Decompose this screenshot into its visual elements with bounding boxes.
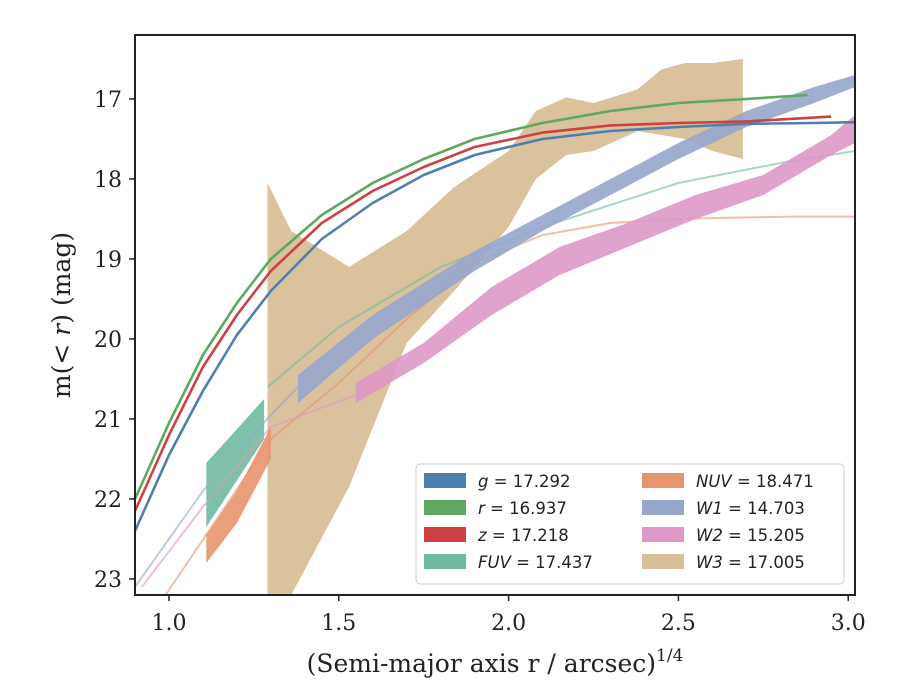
x-axis-title: (Semi-major axis r / arcsec)1/4	[307, 646, 684, 678]
series-w2	[141, 115, 855, 588]
legend: g = 17.292 r = 16.937 z = 17.218 FUV = 17.4…	[415, 463, 845, 585]
legend-label: z = 17.218	[477, 526, 569, 545]
x-axis-title-power: 1/4	[656, 646, 683, 666]
legend-swatch	[642, 473, 684, 488]
y-tick-label: 18	[94, 168, 122, 193]
legend-item-fuv: FUV = 17.437	[424, 553, 593, 572]
legend-item-z: z = 17.218	[424, 526, 569, 545]
x-tick-label: 1.5	[321, 611, 356, 636]
x-tick-label: 2.5	[661, 611, 696, 636]
y-tick-label: 20	[94, 328, 122, 353]
y-tick-label: 19	[94, 248, 122, 273]
x-axis-title-text: (Semi-major axis r / arcsec)	[307, 649, 656, 678]
y-axis-title-prefix: m(	[47, 365, 76, 398]
x-tick-label: 3.0	[831, 611, 866, 636]
legend-label: W2 = 15.205	[696, 526, 805, 545]
band-fuv	[206, 399, 265, 527]
axis-ticks: 1.0 1.5 2.0 2.5 3.0 17 18 19 20 21 22 23	[94, 88, 866, 636]
line-r	[135, 93, 808, 500]
line-nuv	[164, 215, 855, 595]
plot-area	[135, 59, 855, 595]
series-w1	[135, 75, 855, 588]
x-tick-label: 2.0	[491, 611, 526, 636]
line-z	[135, 115, 832, 512]
y-tick-label: 21	[94, 408, 122, 433]
y-axis-title: m(< r) (mag)	[47, 232, 76, 398]
legend-swatch	[424, 527, 466, 542]
legend-swatch	[424, 554, 466, 569]
legend-box	[415, 463, 845, 585]
legend-item-w1: W1 = 14.703	[642, 499, 805, 518]
y-tick-label: 22	[94, 488, 122, 513]
line-w1	[135, 386, 299, 588]
legend-item-nuv: NUV = 18.471	[642, 472, 814, 491]
line-w2	[141, 394, 357, 588]
series-g	[135, 120, 855, 532]
band-nuv	[206, 427, 271, 563]
legend-label: NUV = 18.471	[696, 472, 814, 491]
legend-item-w3: W3 = 17.005	[642, 553, 805, 572]
y-tick-label: 23	[94, 568, 122, 593]
legend-item-g: g = 17.292	[424, 472, 571, 491]
y-axis-title-suffix: ) (mag)	[47, 232, 76, 324]
legend-swatch	[642, 527, 684, 542]
series-nuv	[164, 215, 855, 595]
line-g	[135, 120, 855, 532]
legend-item-w2: W2 = 15.205	[642, 526, 805, 545]
legend-label: FUV = 17.437	[478, 553, 593, 572]
legend-label: W1 = 14.703	[696, 499, 805, 518]
x-tick-label: 1.0	[151, 611, 186, 636]
legend-label: W3 = 17.005	[696, 553, 805, 572]
legend-item-r: r = 16.937	[424, 499, 567, 518]
band-w2	[355, 115, 855, 403]
legend-swatch	[642, 554, 684, 569]
legend-label: r = 16.937	[478, 499, 567, 518]
axes-frame	[134, 34, 856, 596]
band-w1	[298, 75, 855, 403]
series-r	[135, 93, 808, 500]
legend-swatch	[642, 500, 684, 515]
series-z	[135, 115, 832, 512]
y-axis-title-symbol: < r	[47, 322, 76, 365]
y-tick-label: 17	[94, 88, 122, 113]
legend-swatch	[424, 500, 466, 515]
legend-swatch	[424, 473, 466, 488]
legend-label: g = 17.292	[478, 472, 571, 491]
